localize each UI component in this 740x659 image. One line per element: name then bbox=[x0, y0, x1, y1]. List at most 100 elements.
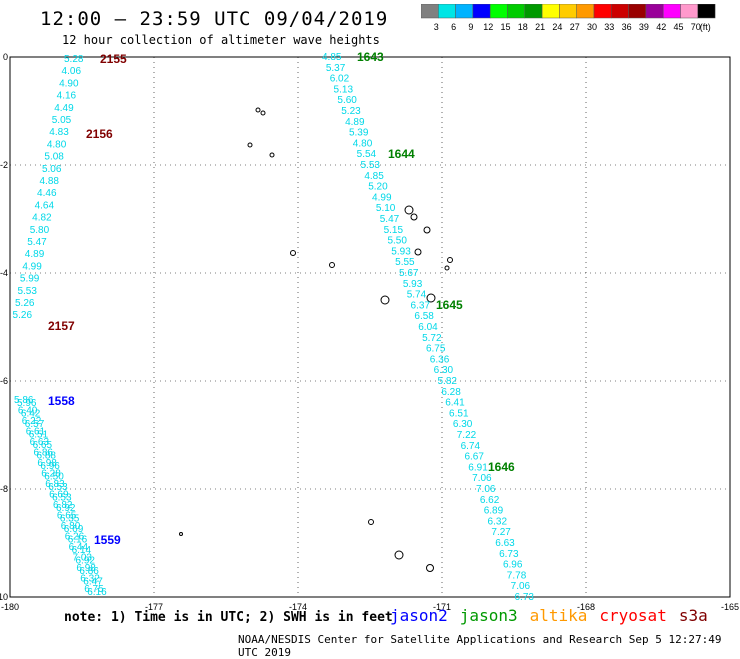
wave-height-label: 5.55 bbox=[395, 257, 415, 268]
island-outline bbox=[444, 265, 450, 271]
colorbar-tick-label: 42 bbox=[656, 22, 666, 32]
pass-time-label: 1645 bbox=[436, 298, 463, 312]
x-tick-label: -168 bbox=[577, 602, 595, 612]
pass-time-label: 1558 bbox=[48, 394, 75, 408]
colorbar-tick-label: 15 bbox=[500, 22, 510, 32]
wave-height-label: 5.53 bbox=[17, 286, 37, 297]
wave-height-label: 6.35 bbox=[60, 514, 80, 525]
island-outline bbox=[269, 152, 275, 158]
wave-height-label: 6.63 bbox=[495, 538, 515, 549]
wave-height-label: 6.65 bbox=[33, 440, 53, 451]
satellite-legend-cryosat: cryosat bbox=[599, 606, 667, 625]
pass-time-label: 1646 bbox=[488, 460, 515, 474]
wave-height-label: 5.93 bbox=[391, 246, 411, 257]
wave-height-label: 5.05 bbox=[52, 115, 72, 126]
wave-height-label: 5.13 bbox=[334, 84, 354, 95]
pass-time-label: 1559 bbox=[94, 533, 121, 547]
footer-note: note: 1) Time is in UTC; 2) SWH is in fe… bbox=[64, 610, 393, 625]
credit-line: NOAA/NESDIS Center for Satellite Applica… bbox=[238, 633, 722, 659]
wave-height-label: 5.23 bbox=[341, 106, 361, 117]
wave-height-label: 5.74 bbox=[407, 290, 427, 301]
wave-height-label: 5.54 bbox=[357, 149, 377, 160]
wave-height-label: 6.83 bbox=[45, 479, 65, 490]
pass-time-label: 2156 bbox=[86, 127, 113, 141]
y-tick-label: -8 bbox=[0, 484, 8, 494]
island-outline bbox=[329, 262, 335, 268]
wave-height-label: 6.42 bbox=[21, 409, 41, 420]
island-outline bbox=[394, 550, 404, 560]
wave-height-label: 6.62 bbox=[480, 495, 500, 506]
wave-height-label: 5.47 bbox=[27, 237, 47, 248]
wave-height-label: 5.60 bbox=[337, 95, 357, 106]
wave-height-label: 6.73 bbox=[515, 592, 535, 603]
y-tick-label: -10 bbox=[0, 592, 8, 602]
x-tick-label: -171 bbox=[433, 602, 451, 612]
wave-height-label: 5.08 bbox=[44, 152, 64, 163]
y-tick-label: -6 bbox=[0, 376, 8, 386]
wave-height-label: 4.80 bbox=[353, 138, 373, 149]
wave-height-label: 6.30 bbox=[434, 365, 454, 376]
wave-height-label: 6.44 bbox=[69, 542, 89, 553]
island-outline bbox=[380, 295, 390, 305]
wave-height-label: 6.51 bbox=[29, 430, 49, 441]
satellite-legend-altika: altika bbox=[529, 606, 588, 625]
satellite-legend-s3a: s3a bbox=[678, 606, 708, 625]
wave-height-label: 4.82 bbox=[32, 213, 52, 224]
wave-height-label: 5.39 bbox=[349, 128, 369, 139]
colorbar-tick-label: 27 bbox=[570, 22, 580, 32]
wave-height-label: 6.98 bbox=[76, 563, 96, 574]
island-outline bbox=[179, 532, 183, 536]
wave-height-label: 4.89 bbox=[25, 249, 45, 260]
wave-height-label: 4.64 bbox=[35, 200, 55, 211]
wave-height-label: 6.41 bbox=[445, 398, 465, 409]
wave-height-label: 6.16 bbox=[68, 535, 88, 546]
island-outline bbox=[410, 213, 418, 221]
wave-height-label: 6.69 bbox=[49, 490, 69, 501]
wave-height-label: 6.82 bbox=[53, 500, 73, 511]
wave-height-label: 5.26 bbox=[15, 298, 35, 309]
colorbar-tick-label: 6 bbox=[451, 22, 456, 32]
wave-height-label: 6.22 bbox=[22, 416, 42, 427]
wave-height-label: 5.06 bbox=[42, 164, 62, 175]
island-outline bbox=[423, 226, 431, 234]
pass-time-label: 2155 bbox=[100, 52, 127, 66]
wave-height-label: 7.06 bbox=[476, 484, 496, 495]
wave-height-label: 7.78 bbox=[507, 570, 527, 581]
wave-height-label: 5.99 bbox=[20, 274, 40, 285]
x-tick-label: -177 bbox=[145, 602, 163, 612]
map-frame bbox=[9, 56, 731, 598]
wave-height-label: 5.93 bbox=[403, 279, 423, 290]
wave-height-label: 6.14 bbox=[72, 545, 92, 556]
wave-height-label: 6.61 bbox=[26, 427, 46, 438]
colorbar-tick-label: 12 bbox=[483, 22, 493, 32]
x-tick-label: -174 bbox=[289, 602, 307, 612]
wave-height-label: 6.04 bbox=[418, 322, 438, 333]
wave-height-label: 6.50 bbox=[44, 472, 64, 483]
y-tick-label: -2 bbox=[0, 160, 8, 170]
wave-height-label: 6.36 bbox=[430, 354, 450, 365]
wave-height-label: 6.92 bbox=[56, 503, 76, 514]
x-tick-label: -165 bbox=[721, 602, 739, 612]
wave-height-label: 6.96 bbox=[503, 560, 523, 571]
wave-height-label: 5.37 bbox=[326, 63, 346, 74]
page-subtitle: 12 hour collection of altimeter wave hei… bbox=[62, 33, 380, 47]
wave-height-label: 6.32 bbox=[80, 574, 100, 585]
wave-height-label: 6.80 bbox=[61, 521, 81, 532]
island-outline bbox=[447, 257, 453, 263]
island-outline bbox=[255, 107, 261, 113]
wave-height-label: 4.85 bbox=[322, 52, 342, 63]
wave-height-label: 6.96 bbox=[40, 461, 60, 472]
wave-height-label: 4.49 bbox=[54, 103, 74, 114]
wave-height-label: 6.58 bbox=[414, 311, 434, 322]
wave-height-label: 5.80 bbox=[30, 225, 50, 236]
colorbar-tick-label: 3 bbox=[434, 22, 439, 32]
wave-height-label: 6.51 bbox=[449, 408, 469, 419]
wave-height-label: 4.88 bbox=[40, 176, 60, 187]
wave-height-label: 6.91 bbox=[468, 462, 488, 473]
wave-height-label: 6.75 bbox=[84, 584, 104, 595]
wave-height-label: 4.46 bbox=[37, 188, 57, 199]
colorbar-tick-label: 24 bbox=[552, 22, 562, 32]
wave-height-label: 7.22 bbox=[457, 430, 477, 441]
wave-height-label: 6.26 bbox=[65, 532, 85, 543]
satellite-legend-jason2: jason2 bbox=[390, 606, 448, 625]
